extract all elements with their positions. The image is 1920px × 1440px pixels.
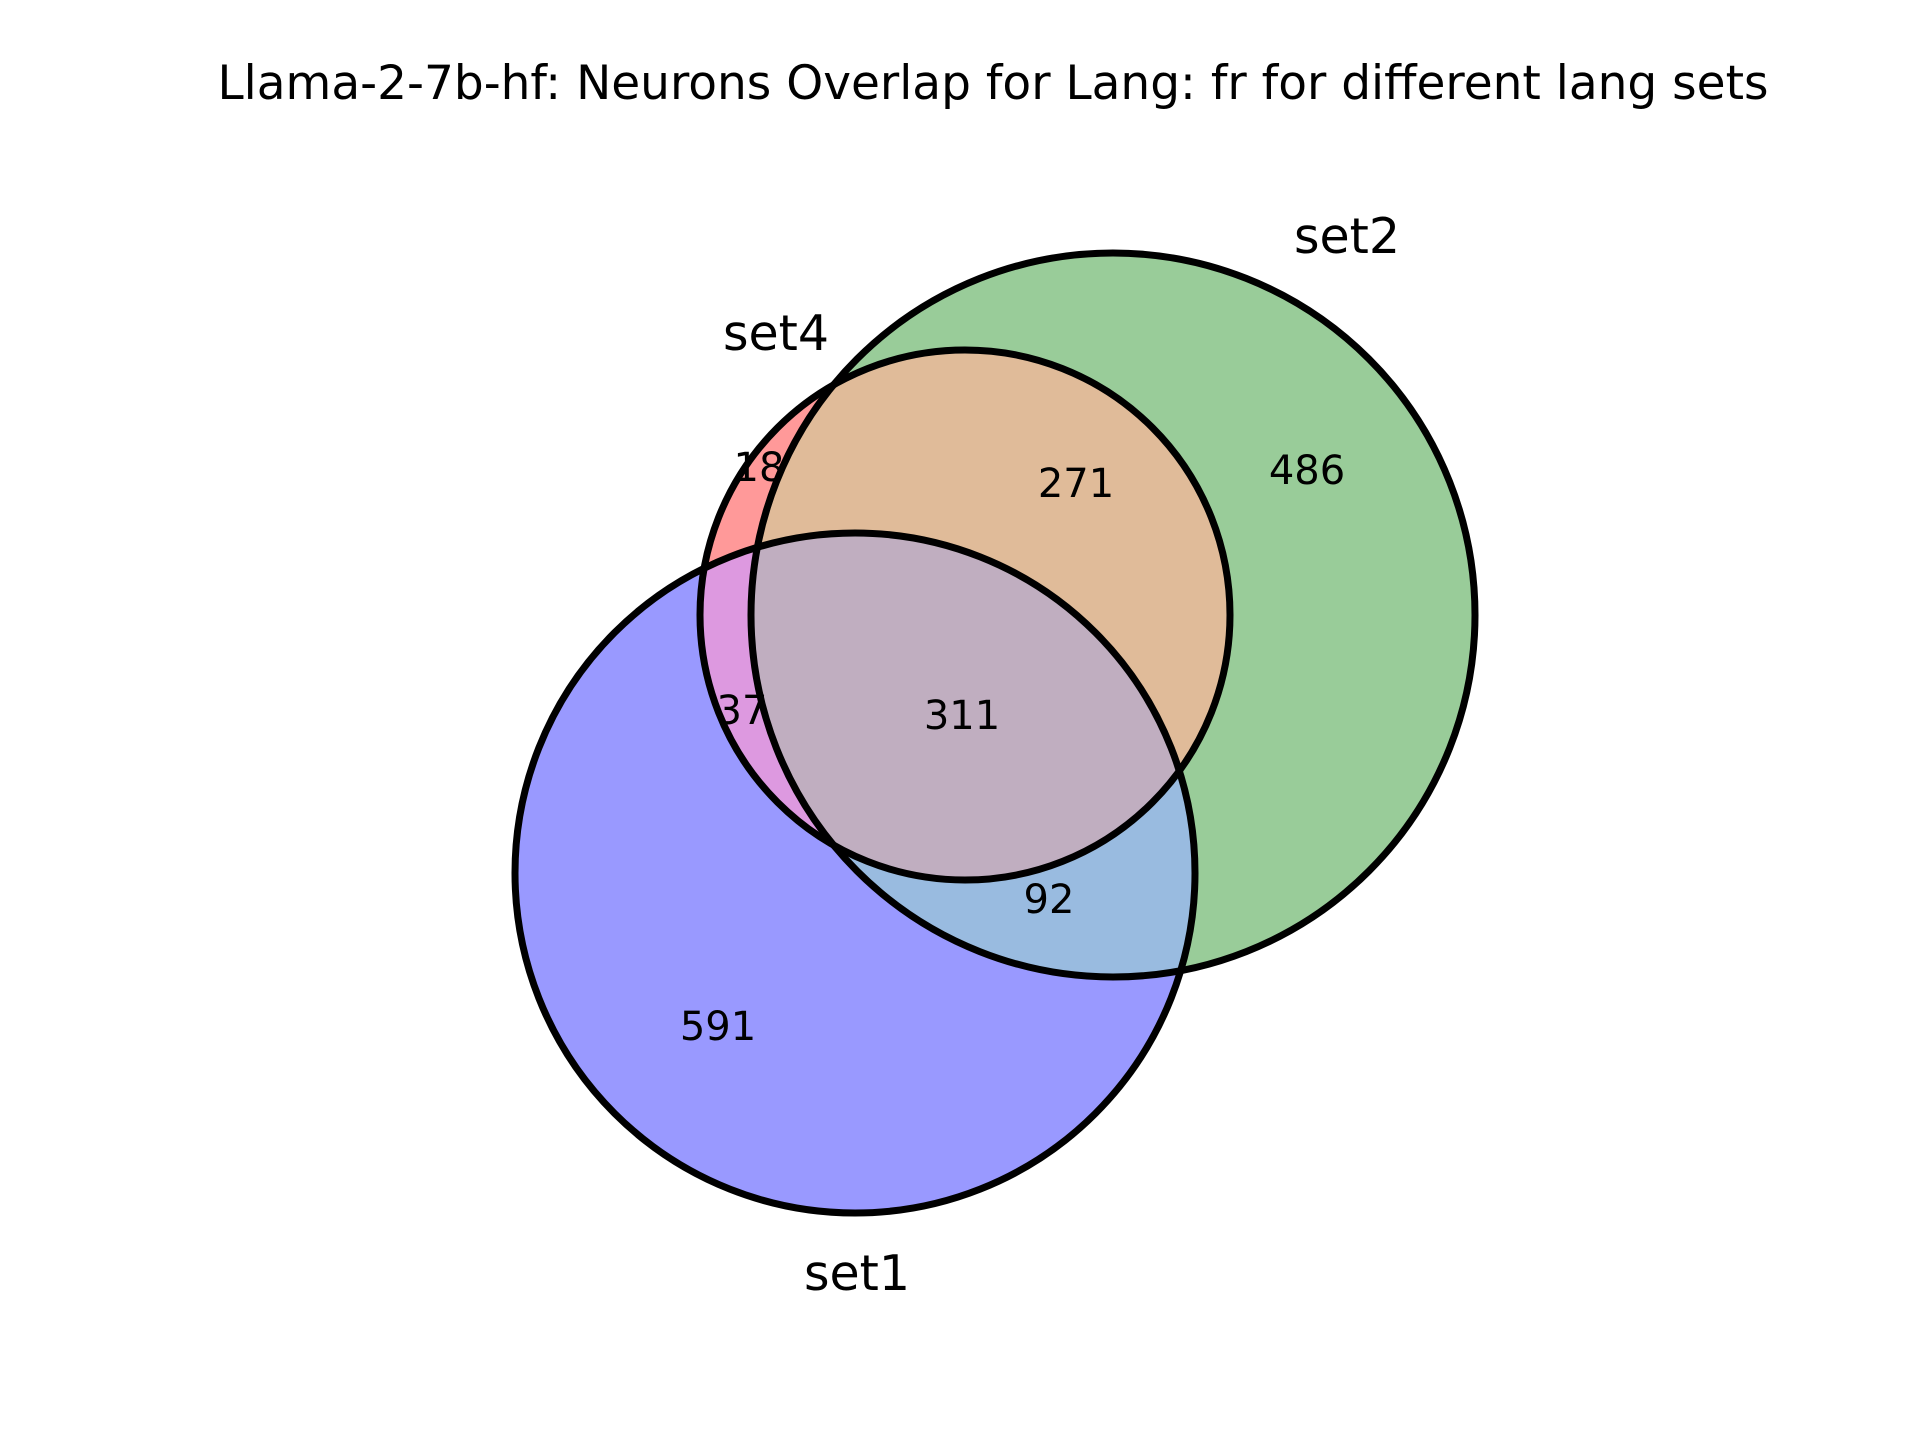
region-set1-set2-set4	[751, 533, 1195, 880]
set2-outline	[747, 249, 1479, 981]
set1-outline	[511, 529, 1199, 1217]
count-set1-set2-set4: 311	[924, 693, 1000, 739]
count-set4-only: 18	[734, 445, 785, 491]
count-set2-set4: 271	[1038, 461, 1114, 507]
set4-outline	[696, 346, 1234, 884]
count-set2-only: 486	[1269, 448, 1345, 494]
set2-label: set2	[1294, 208, 1400, 265]
count-set1-set4: 37	[717, 688, 768, 734]
count-set1-only: 591	[680, 1004, 756, 1050]
set4-label: set4	[723, 305, 829, 362]
count-set1-set2: 92	[1024, 877, 1075, 923]
set1-label: set1	[804, 1245, 910, 1302]
chart-title: Llama-2-7b-hf: Neurons Overlap for Lang:…	[218, 56, 1769, 111]
